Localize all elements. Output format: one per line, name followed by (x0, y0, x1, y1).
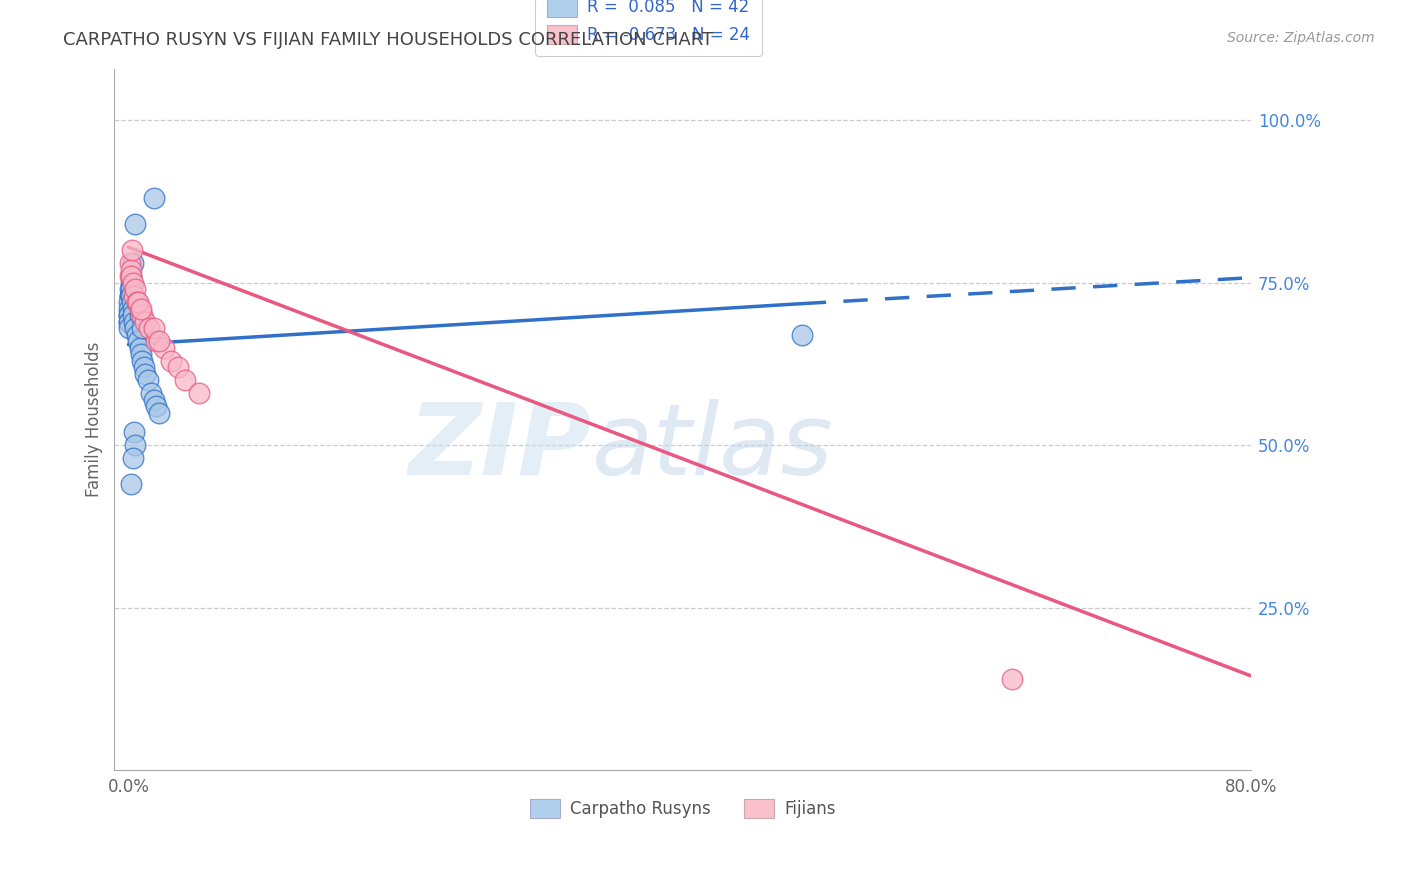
Point (129, 347, 152, 361)
Point (139, 386, 162, 401)
Point (132, 360, 155, 375)
Point (129, 301, 152, 316)
Point (118, 315, 141, 329)
Point (122, 289, 145, 303)
Text: ZIP: ZIP (409, 399, 592, 496)
Point (121, 301, 143, 316)
Point (122, 309, 145, 323)
Point (120, 269, 142, 284)
Point (120, 477, 142, 491)
Point (1001, 672, 1024, 686)
Point (118, 289, 141, 303)
Point (125, 327, 148, 342)
Point (131, 309, 153, 323)
Point (124, 282, 146, 296)
Point (120, 282, 142, 296)
Point (118, 289, 141, 303)
Point (136, 373, 159, 387)
Point (128, 341, 150, 355)
Point (121, 256, 143, 270)
Point (120, 276, 142, 290)
Point (120, 282, 142, 296)
Point (120, 289, 142, 303)
Point (138, 321, 160, 335)
Point (118, 256, 141, 270)
Point (148, 334, 170, 349)
Point (118, 301, 141, 316)
Point (127, 295, 149, 310)
Point (152, 341, 174, 355)
Point (125, 295, 148, 310)
Point (117, 321, 139, 335)
Point (173, 373, 195, 387)
Point (118, 269, 141, 284)
Point (128, 301, 150, 316)
Point (124, 321, 146, 335)
Point (134, 367, 156, 381)
Y-axis label: Family Households: Family Households (86, 342, 103, 497)
Point (122, 425, 145, 440)
Legend: Carpatho Rusyns, Fijians: Carpatho Rusyns, Fijians (523, 792, 842, 825)
Point (124, 438, 146, 452)
Point (118, 295, 141, 310)
Point (159, 353, 181, 368)
Point (134, 315, 156, 329)
Point (121, 276, 143, 290)
Point (118, 309, 141, 323)
Point (125, 295, 148, 310)
Point (166, 360, 188, 375)
Point (148, 406, 170, 420)
Point (145, 399, 167, 413)
Point (120, 269, 142, 284)
Point (127, 334, 149, 349)
Text: atlas: atlas (592, 399, 834, 496)
Text: Source: ZipAtlas.com: Source: ZipAtlas.com (1227, 31, 1375, 45)
Text: CARPATHO RUSYN VS FIJIAN FAMILY HOUSEHOLDS CORRELATION CHART: CARPATHO RUSYN VS FIJIAN FAMILY HOUSEHOL… (63, 31, 713, 49)
Point (790, 327, 813, 342)
Point (187, 386, 209, 401)
Point (131, 353, 153, 368)
Point (131, 321, 153, 335)
Point (124, 218, 146, 232)
Point (142, 191, 165, 205)
Point (142, 321, 165, 335)
Point (120, 263, 142, 277)
Point (121, 295, 143, 310)
Point (142, 392, 165, 407)
Point (122, 315, 145, 329)
Point (118, 309, 141, 323)
Point (145, 334, 167, 349)
Point (128, 309, 150, 323)
Point (118, 315, 141, 329)
Point (121, 451, 143, 466)
Point (121, 244, 143, 258)
